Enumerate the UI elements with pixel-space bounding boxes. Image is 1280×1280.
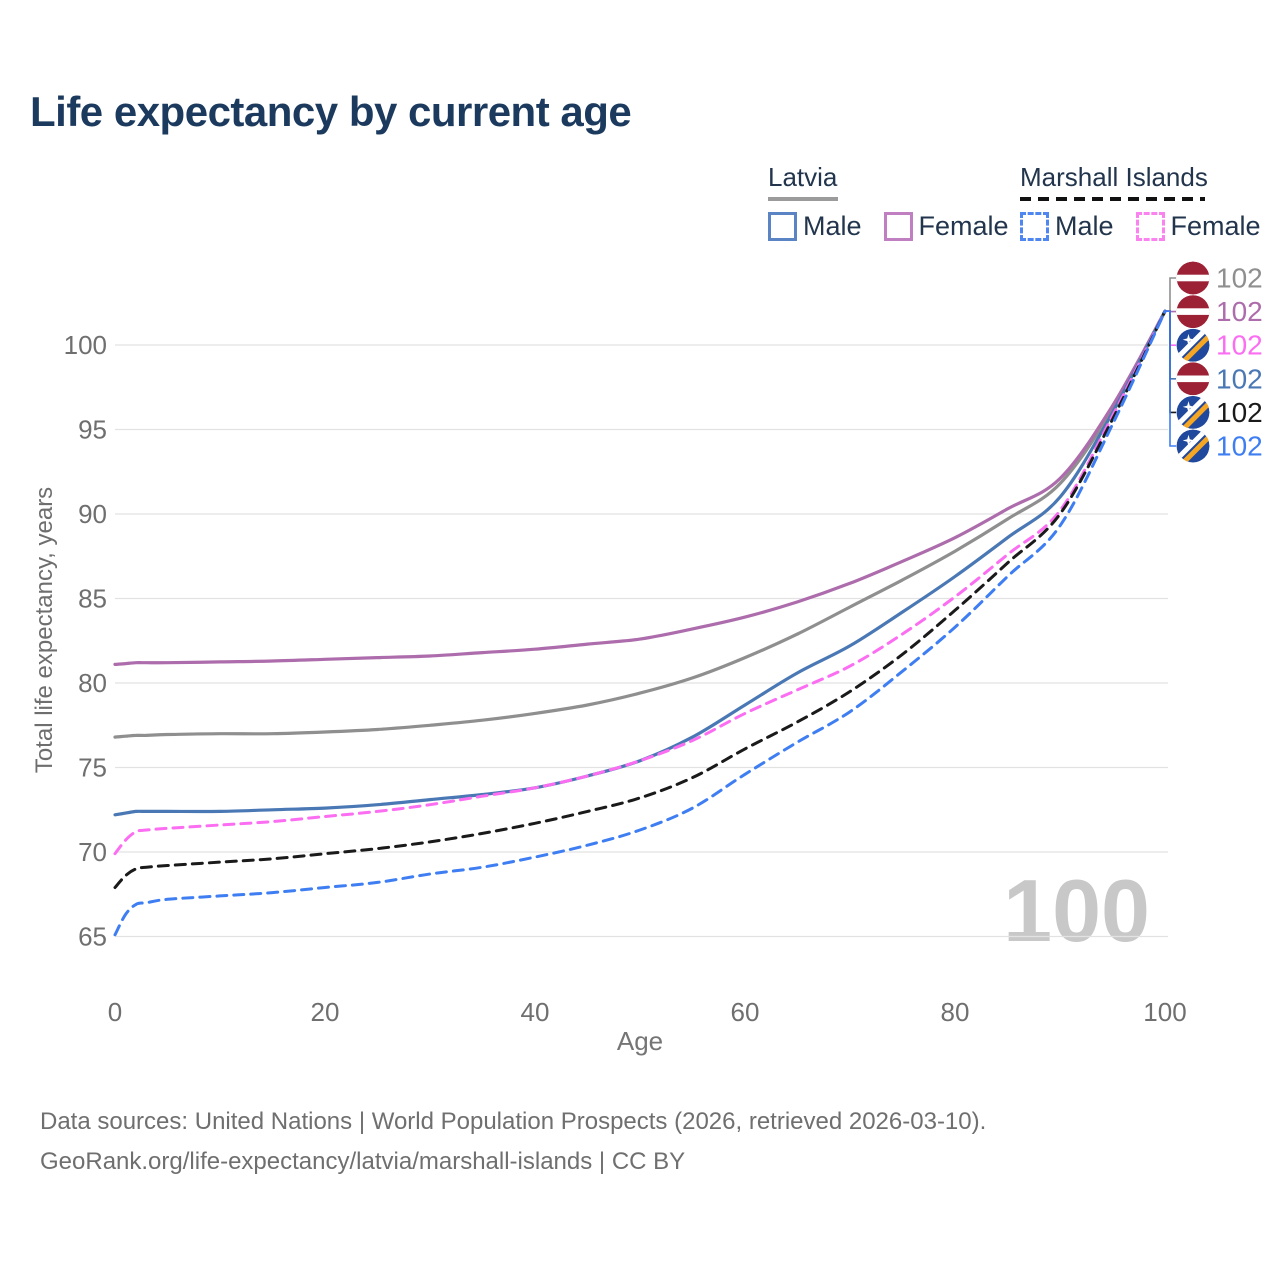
y-tick-label-75: 75 [78, 753, 107, 783]
end-value-label-mi-male: 102 [1216, 431, 1263, 462]
series-line-latvia-female[interactable] [113, 309, 1167, 666]
legend-country-label-marshall-islands[interactable]: Marshall Islands [1020, 162, 1208, 192]
age-counter-watermark: 100 [1003, 861, 1150, 960]
leader-line-mi-male [1165, 310, 1176, 447]
page-title: Life expectancy by current age [30, 88, 632, 135]
series-line-mi-both[interactable] [113, 309, 1167, 889]
series-line-latvia-both[interactable] [113, 309, 1167, 739]
x-tick-label-40: 40 [521, 997, 550, 1027]
attribution-link-text[interactable]: GeoRank.org/life-expectancy/latvia/marsh… [40, 1148, 686, 1175]
legend-items-marshall-islands: Male Female [1020, 211, 1280, 242]
legend-swatch-latvia-male[interactable] [768, 212, 797, 241]
legend-items-latvia: Male Female [768, 211, 1031, 242]
y-tick-label-100: 100 [64, 330, 107, 360]
end-value-label-mi-female: 102 [1216, 330, 1263, 361]
legend-swatch-marshall-male[interactable] [1020, 212, 1049, 241]
y-tick-label-85: 85 [78, 584, 107, 614]
end-value-label-mi-both: 102 [1216, 397, 1263, 428]
latvia-flag-icon [1176, 261, 1210, 295]
latvia-flag-icon [1176, 295, 1210, 329]
legend-line-sample-latvia [768, 197, 838, 201]
marshall-islands-flag-icon [1176, 395, 1210, 429]
legend-label-latvia-female[interactable]: Female [918, 211, 1009, 241]
y-tick-label-80: 80 [78, 668, 107, 698]
marshall-islands-flag-icon [1176, 328, 1210, 362]
legend-label-marshall-female[interactable]: Female [1170, 211, 1261, 241]
legend-country-label-latvia[interactable]: Latvia [768, 162, 838, 192]
x-tick-label-80: 80 [941, 997, 970, 1027]
axis-ticks: 65 70 75 80 85 90 95 100 0 20 40 60 80 100 [64, 330, 1187, 1027]
legend-swatch-marshall-female[interactable] [1135, 212, 1165, 241]
legend-group-marshall-islands: Marshall Islands Male Female [1020, 162, 1280, 242]
y-tick-label-65: 65 [78, 922, 107, 952]
legend-group-latvia: Latvia Male Female [768, 162, 1031, 242]
y-tick-label-95: 95 [78, 415, 107, 445]
marshall-islands-flag-icon [1176, 429, 1210, 463]
x-tick-label-0: 0 [108, 997, 122, 1027]
end-value-label-latvia-both: 102 [1216, 263, 1263, 294]
x-axis-title: Age [617, 1026, 663, 1056]
series-line-mi-male[interactable] [113, 309, 1167, 937]
legend-label-marshall-male[interactable]: Male [1055, 211, 1114, 241]
end-value-label-latvia-female: 102 [1216, 296, 1263, 327]
series-lines [113, 309, 1167, 937]
x-tick-label-100: 100 [1143, 997, 1186, 1027]
grid-lines [115, 344, 1168, 938]
end-value-label-latvia-male: 102 [1216, 363, 1263, 394]
latvia-flag-icon [1176, 362, 1210, 396]
x-tick-label-20: 20 [311, 997, 340, 1027]
series-line-mi-female[interactable] [113, 309, 1167, 856]
y-axis-title: Total life expectancy, years [31, 487, 58, 773]
legend-label-latvia-male[interactable]: Male [803, 211, 862, 241]
y-tick-label-70: 70 [78, 837, 107, 867]
data-sources-text: Data sources: United Nations | World Pop… [40, 1108, 987, 1135]
legend-line-sample-marshall-islands [1020, 197, 1205, 201]
leader-line-latvia-both [1165, 277, 1176, 313]
y-tick-label-90: 90 [78, 499, 107, 529]
x-tick-label-60: 60 [731, 997, 760, 1027]
legend-swatch-latvia-female[interactable] [883, 212, 913, 241]
